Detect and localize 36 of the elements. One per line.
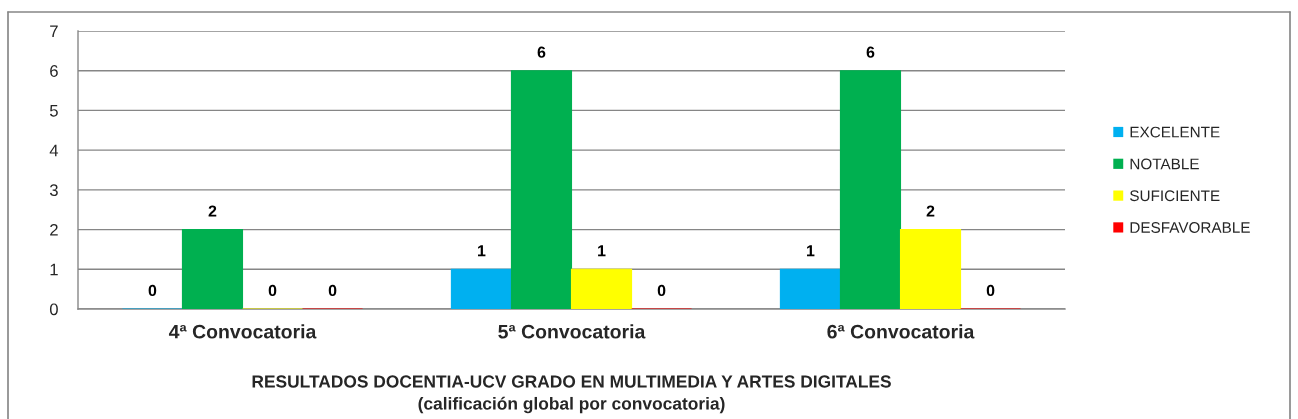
x-tick-label: 6ª Convocatoria	[827, 324, 975, 339]
y-tick-label: 2	[50, 223, 58, 236]
data-label: 2	[926, 205, 935, 217]
bar	[570, 268, 633, 309]
y-tick-label: 0	[49, 303, 58, 316]
data-label: 0	[328, 284, 337, 297]
bar	[779, 268, 842, 309]
legend-label: EXCELENTE	[1130, 126, 1220, 138]
data-label: 0	[657, 284, 666, 297]
data-label: 0	[268, 284, 277, 297]
text: (calificación global por convocatoria)	[418, 396, 725, 414]
y-tick-label: 4	[49, 144, 59, 157]
bar	[510, 70, 573, 309]
data-label: 1	[478, 245, 486, 257]
data-label: 1	[807, 245, 815, 257]
data-label: 1	[598, 245, 606, 257]
x-tick-label: 5ª Convocatoria	[498, 324, 646, 339]
bar	[181, 229, 244, 309]
y-tick-label: 1	[50, 263, 58, 276]
data-label: 6	[866, 46, 875, 58]
legend-label: DESFAVORABLE	[1130, 222, 1250, 233]
y-tick-label: 6	[50, 65, 58, 77]
bar	[899, 229, 962, 309]
y-tick-label: 5	[49, 105, 58, 117]
data-label: 6	[537, 46, 546, 58]
bar	[839, 70, 902, 309]
data-label: 0	[148, 284, 157, 297]
bar	[450, 268, 513, 309]
y-tick-label: 7	[50, 25, 58, 38]
x-tick-label: 4ª Convocatoria	[168, 324, 317, 339]
data-label: 0	[986, 284, 995, 297]
data-label: 2	[208, 205, 217, 217]
legend-label: NOTABLE	[1130, 158, 1199, 170]
legend-label: SUFICIENTE	[1130, 190, 1220, 202]
text: RESULTADOS DOCENTIA-UCV GRADO EN MULTIMEDIA Y ARTES DIGITALES	[252, 375, 891, 388]
y-tick-label: 3	[49, 184, 58, 197]
